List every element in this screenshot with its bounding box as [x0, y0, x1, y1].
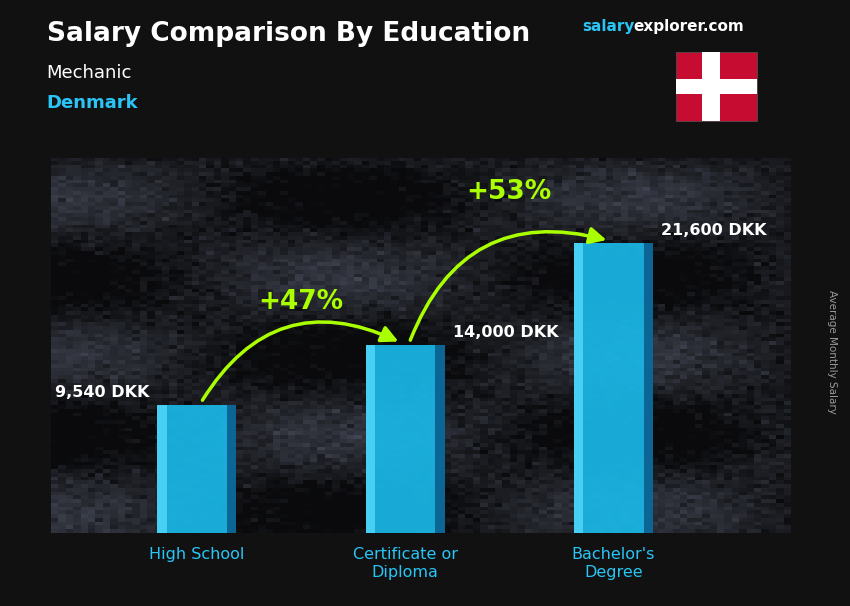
- FancyBboxPatch shape: [157, 405, 236, 533]
- Text: +47%: +47%: [258, 290, 343, 316]
- Text: 21,600 DKK: 21,600 DKK: [661, 223, 767, 238]
- Text: Salary Comparison By Education: Salary Comparison By Education: [47, 21, 530, 47]
- FancyBboxPatch shape: [643, 244, 653, 533]
- FancyBboxPatch shape: [227, 405, 236, 533]
- Text: Denmark: Denmark: [47, 94, 139, 112]
- Text: +53%: +53%: [467, 179, 552, 205]
- Text: explorer.com: explorer.com: [633, 19, 744, 35]
- Text: Mechanic: Mechanic: [47, 64, 132, 82]
- FancyBboxPatch shape: [435, 345, 445, 533]
- FancyBboxPatch shape: [574, 244, 583, 533]
- Text: 14,000 DKK: 14,000 DKK: [453, 325, 558, 340]
- Text: salary: salary: [582, 19, 635, 35]
- Text: 9,540 DKK: 9,540 DKK: [54, 385, 149, 400]
- FancyBboxPatch shape: [366, 345, 375, 533]
- FancyBboxPatch shape: [366, 345, 445, 533]
- FancyBboxPatch shape: [574, 244, 653, 533]
- Text: Average Monthly Salary: Average Monthly Salary: [827, 290, 837, 413]
- FancyBboxPatch shape: [157, 405, 167, 533]
